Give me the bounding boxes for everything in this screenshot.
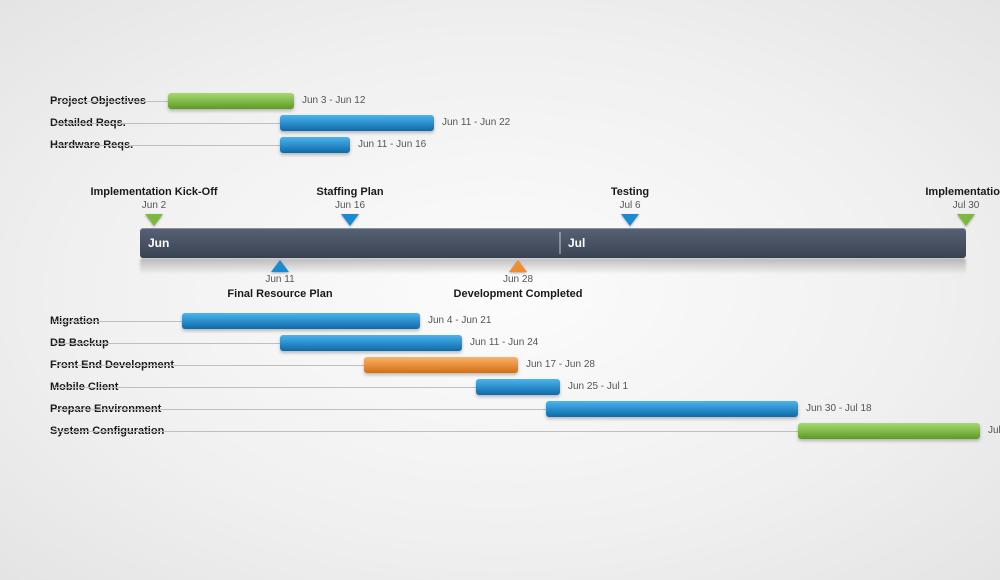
task-bar	[476, 379, 560, 395]
task-range: Jun 3 - Jun 12	[302, 90, 365, 112]
task-connector	[54, 431, 798, 432]
task-bar	[798, 423, 980, 439]
task-bar	[280, 115, 434, 131]
task-row: Hardware Reqs.Jun 11 - Jun 16	[50, 134, 950, 156]
task-bar	[168, 93, 294, 109]
axis-month-label: Jun	[140, 228, 169, 258]
milestone-date: Jun 11	[265, 274, 294, 285]
task-connector	[54, 101, 168, 102]
task-row: Mobile ClientJun 25 - Jul 1	[50, 376, 950, 398]
milestone-marker-icon	[621, 214, 639, 226]
milestone-marker-icon	[341, 214, 359, 226]
task-connector	[54, 321, 182, 322]
task-connector	[54, 343, 280, 344]
task-row: MigrationJun 4 - Jun 21	[50, 310, 950, 332]
milestone-label: Development Completed	[454, 288, 583, 300]
task-range: Jul 18 - Jul 31	[988, 420, 1000, 442]
milestone-label: Testing	[611, 186, 649, 198]
task-bar	[280, 335, 462, 351]
task-bar	[182, 313, 420, 329]
task-connector	[54, 145, 280, 146]
task-range: Jun 4 - Jun 21	[428, 310, 491, 332]
task-connector	[54, 123, 280, 124]
milestone-date: Jun 28	[503, 274, 533, 285]
milestone-marker-icon	[145, 214, 163, 226]
task-row: System ConfigurationJul 18 - Jul 31	[50, 420, 950, 442]
task-range: Jun 11 - Jun 16	[358, 134, 426, 156]
milestone-date: Jul 6	[619, 200, 640, 211]
milestone-label: Staffing Plan	[316, 186, 383, 198]
axis-month-label: Jul	[560, 228, 585, 258]
timeline-axis	[140, 228, 966, 258]
task-range: Jun 11 - Jun 24	[470, 332, 538, 354]
milestone-date: Jun 2	[142, 200, 166, 211]
gantt-timeline-chart: Project ObjectivesJun 3 - Jun 12Detailed…	[50, 90, 950, 490]
milestone-date: Jun 16	[335, 200, 365, 211]
milestone-marker-icon	[957, 214, 975, 226]
milestone-date: Jul 30	[953, 200, 980, 211]
milestone-label: Final Resource Plan	[227, 288, 332, 300]
task-row: Detailed Reqs.Jun 11 - Jun 22	[50, 112, 950, 134]
task-range: Jun 17 - Jun 28	[526, 354, 595, 376]
task-row: Project ObjectivesJun 3 - Jun 12	[50, 90, 950, 112]
task-bar	[280, 137, 350, 153]
task-bar	[546, 401, 798, 417]
task-range: Jun 25 - Jul 1	[568, 376, 628, 398]
task-connector	[54, 365, 364, 366]
task-bar	[364, 357, 518, 373]
milestone-label: Implementation Kick-Off	[90, 186, 217, 198]
task-row: DB BackupJun 11 - Jun 24	[50, 332, 950, 354]
task-connector	[54, 387, 476, 388]
milestone-marker-icon	[509, 260, 527, 272]
milestone-marker-icon	[271, 260, 289, 272]
milestone-label: Implementation	[925, 186, 1000, 198]
task-row: Front End DevelopmentJun 17 - Jun 28	[50, 354, 950, 376]
task-row: Prepare EnvironmentJun 30 - Jul 18	[50, 398, 950, 420]
task-range: Jun 11 - Jun 22	[442, 112, 510, 134]
task-connector	[54, 409, 546, 410]
task-range: Jun 30 - Jul 18	[806, 398, 872, 420]
